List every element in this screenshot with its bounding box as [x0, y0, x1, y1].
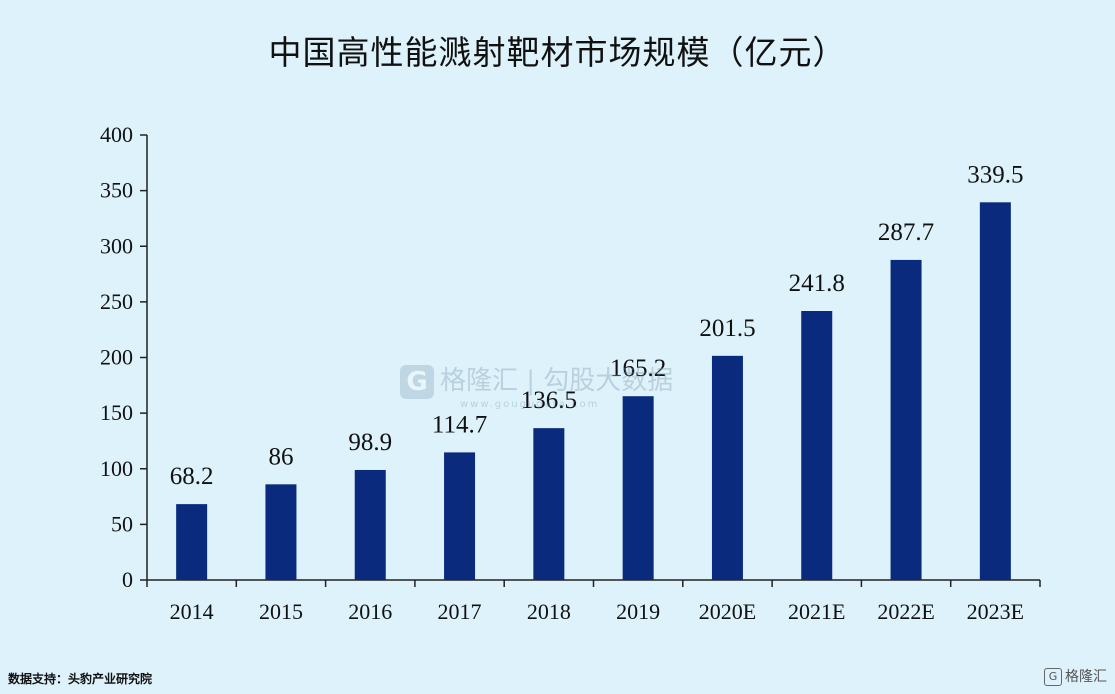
bar [622, 396, 654, 580]
chart-title: 中国高性能溅射靶材市场规模（亿元） [268, 33, 847, 72]
watermark-logo-icon: G [400, 364, 434, 399]
bar [354, 469, 386, 580]
x-tick-label: 2018 [527, 599, 571, 624]
x-tick-label: 2020E [699, 599, 756, 624]
y-tick-label: 50 [111, 511, 133, 536]
bar [444, 452, 476, 580]
watermark: G 格隆汇 | 勾股大数据 www.gougudata.com [400, 360, 673, 410]
bar-value-label: 287.7 [878, 219, 934, 246]
bar [711, 355, 743, 580]
y-tick-label: 150 [100, 400, 133, 425]
y-tick-label: 0 [122, 567, 133, 592]
y-tick-label: 350 [100, 178, 133, 203]
bar-value-label: 114.7 [432, 411, 487, 438]
x-tick-label: 2017 [438, 599, 482, 624]
bar-value-label: 165.2 [610, 355, 666, 382]
bar-value-label: 136.5 [521, 387, 577, 414]
bar-value-label: 86 [268, 443, 293, 470]
x-tick-label: 2014 [170, 599, 214, 624]
chart-bars [176, 202, 1011, 580]
x-tick-label: 2021E [788, 599, 845, 624]
bar-value-label: 339.5 [967, 161, 1023, 188]
x-tick-label: 2016 [348, 599, 392, 624]
y-tick-label: 200 [100, 345, 133, 370]
bar [801, 310, 833, 580]
bar [176, 504, 208, 580]
watermark-text: 格隆汇 | 勾股大数据 [440, 366, 674, 396]
y-tick-label: 250 [100, 289, 133, 314]
bar [265, 484, 297, 580]
corner-logo: G 格隆汇 [1044, 666, 1107, 686]
bar-value-label: 98.9 [348, 429, 392, 456]
source-note: 数据支持：头豹产业研究院 [8, 672, 153, 686]
y-tick-label: 400 [100, 122, 133, 147]
x-tick-label: 2023E [967, 599, 1024, 624]
chart-axes: 0 50 100 150 200 250 300 350 400 2014 2015 2016 2017… [100, 122, 1041, 624]
bar [533, 428, 565, 580]
y-tick-label: 100 [100, 456, 133, 481]
bar [890, 259, 922, 580]
bar-value-label: 241.8 [789, 270, 845, 297]
chart-value-labels: 68.2 86 98.9 114.7 136.5 165.2 201.5 241.8 287.7… [170, 161, 1024, 490]
corner-logo-icon: G [1044, 668, 1062, 686]
x-tick-label: 2015 [259, 599, 303, 624]
x-tick-label: 2019 [616, 599, 660, 624]
x-tick-label: 2022E [877, 599, 934, 624]
bar [979, 202, 1011, 580]
y-tick-label: 300 [100, 233, 133, 258]
bar-value-label: 201.5 [699, 315, 755, 342]
watermark-url: www.gougudata.com [460, 398, 600, 410]
bar-value-label: 68.2 [170, 463, 214, 490]
corner-logo-text: 格隆汇 [1065, 669, 1107, 685]
